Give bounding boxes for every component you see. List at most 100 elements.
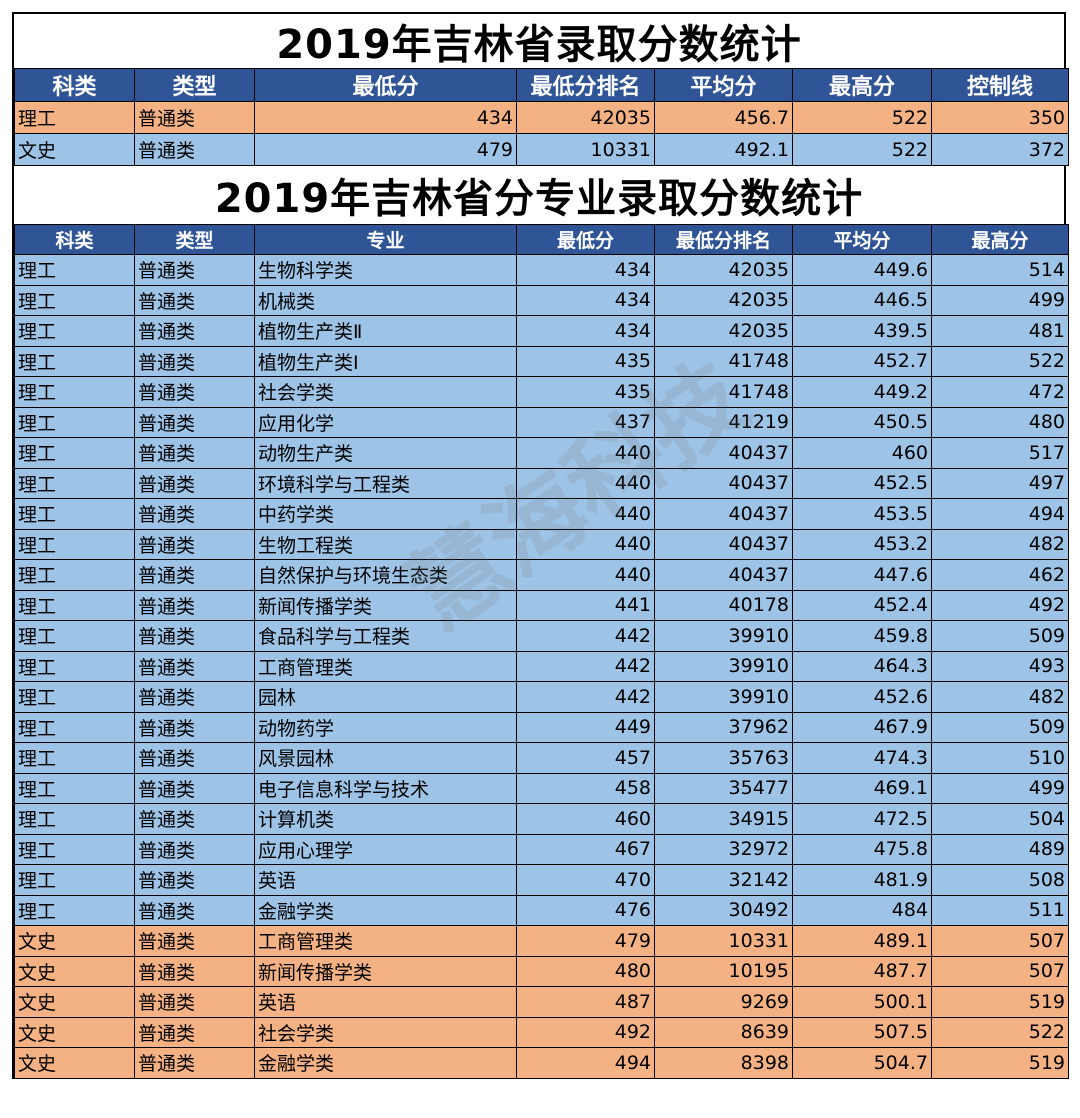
table-cell: 34915	[654, 803, 793, 835]
table-cell: 理工	[14, 284, 135, 316]
major-row: 文史 普通类 英语 487 9269 500.1 519	[14, 986, 1069, 1018]
table-cell: 514	[931, 254, 1069, 286]
table-cell: 470	[516, 864, 655, 896]
summary-header-cell: 最高分	[792, 68, 932, 102]
table-cell: 理工	[14, 528, 135, 560]
table-cell: 理工	[14, 711, 135, 743]
table-cell: 普通类	[134, 833, 255, 865]
table-cell: 507	[931, 955, 1069, 987]
table-cell: 522	[792, 101, 932, 134]
table-cell: 442	[516, 681, 655, 713]
table-cell: 435	[516, 376, 655, 408]
table-cell: 普通类	[134, 986, 255, 1018]
table-cell: 460	[516, 803, 655, 835]
table-cell: 350	[931, 101, 1069, 134]
table-cell: 理工	[14, 894, 135, 926]
table-cell: 447.6	[792, 559, 932, 591]
table-cell: 普通类	[134, 742, 255, 774]
table-cell: 42035	[654, 254, 793, 286]
table-cell: 484	[792, 894, 932, 926]
major-row: 理工 普通类 工商管理类 442 39910 464.3 493	[14, 650, 1069, 682]
table-cell: 普通类	[134, 406, 255, 438]
table-cell: 440	[516, 559, 655, 591]
table-cell: 普通类	[134, 498, 255, 530]
major-row: 理工 普通类 社会学类 435 41748 449.2 472	[14, 376, 1069, 408]
summary-header-cell: 最低分排名	[516, 68, 655, 102]
major-row: 理工 普通类 生物科学类 434 42035 449.6 514	[14, 254, 1069, 286]
table-cell: 452.5	[792, 467, 932, 499]
table-cell: 509	[931, 711, 1069, 743]
score-sheet: 2019年吉林省录取分数统计 科类 类型 最低分 最低分排名 平均分 最高分 控…	[12, 12, 1069, 1079]
major-row: 文史 普通类 新闻传播学类 480 10195 487.7 507	[14, 955, 1069, 987]
table-cell: 理工	[14, 376, 135, 408]
table-cell: 480	[516, 955, 655, 987]
table-cell: 452.6	[792, 681, 932, 713]
table-cell: 437	[516, 406, 655, 438]
major-row: 理工 普通类 风景园林 457 35763 474.3 510	[14, 742, 1069, 774]
table-cell: 475.8	[792, 833, 932, 865]
table-cell: 40437	[654, 528, 793, 560]
table-cell: 动物药学	[254, 711, 517, 743]
table-cell: 32142	[654, 864, 793, 896]
table-cell: 434	[516, 254, 655, 286]
table-cell: 492	[931, 589, 1069, 621]
table-cell: 普通类	[134, 437, 255, 469]
table-cell: 462	[931, 559, 1069, 591]
table-cell: 456.7	[654, 101, 793, 134]
table-cell: 453.2	[792, 528, 932, 560]
table-cell: 42035	[654, 284, 793, 316]
table-cell: 文史	[14, 133, 135, 166]
major-row: 文史 普通类 工商管理类 479 10331 489.1 507	[14, 925, 1069, 957]
table-cell: 497	[931, 467, 1069, 499]
table-cell: 文史	[14, 1016, 135, 1048]
table-cell: 511	[931, 894, 1069, 926]
table-cell: 435	[516, 345, 655, 377]
major-row: 理工 普通类 生物工程类 440 40437 453.2 482	[14, 528, 1069, 560]
summary-header-cell: 科类	[14, 68, 135, 102]
table-cell: 434	[516, 284, 655, 316]
summary-row: 理工 普通类 434 42035 456.7 522 350	[14, 101, 1069, 134]
table-cell: 446.5	[792, 284, 932, 316]
table-cell: 新闻传播学类	[254, 589, 517, 621]
table-cell: 499	[931, 284, 1069, 316]
table-cell: 植物生产类Ⅰ	[254, 345, 517, 377]
table-cell: 39910	[654, 650, 793, 682]
table-cell: 489	[931, 833, 1069, 865]
table-cell: 食品科学与工程类	[254, 620, 517, 652]
major-row: 理工 普通类 食品科学与工程类 442 39910 459.8 509	[14, 620, 1069, 652]
table-cell: 工商管理类	[254, 925, 517, 957]
table-cell: 453.5	[792, 498, 932, 530]
table-cell: 普通类	[134, 772, 255, 804]
table-cell: 508	[931, 864, 1069, 896]
majors-header-cell: 最低分排名	[654, 224, 793, 255]
table-cell: 37962	[654, 711, 793, 743]
table-cell: 492	[516, 1016, 655, 1048]
table-cell: 理工	[14, 406, 135, 438]
table-cell: 普通类	[134, 894, 255, 926]
table-cell: 普通类	[134, 589, 255, 621]
table-cell: 8398	[654, 1047, 793, 1079]
table-cell: 507.5	[792, 1016, 932, 1048]
table-cell: 440	[516, 467, 655, 499]
table-cell: 10331	[516, 133, 655, 166]
table-cell: 普通类	[134, 345, 255, 377]
table-cell: 理工	[14, 498, 135, 530]
summary-header-cell: 控制线	[931, 68, 1069, 102]
table-cell: 509	[931, 620, 1069, 652]
major-row: 理工 普通类 机械类 434 42035 446.5 499	[14, 284, 1069, 316]
table-cell: 理工	[14, 681, 135, 713]
table-cell: 理工	[14, 864, 135, 896]
majors-header-cell: 科类	[14, 224, 135, 255]
table-cell: 风景园林	[254, 742, 517, 774]
majors-header-cell: 类型	[134, 224, 255, 255]
table-cell: 482	[931, 528, 1069, 560]
majors-header-row: 科类 类型 专业 最低分 最低分排名 平均分 最高分	[14, 224, 1069, 255]
table-cell: 480	[931, 406, 1069, 438]
major-row: 理工 普通类 应用心理学 467 32972 475.8 489	[14, 833, 1069, 865]
major-row: 理工 普通类 自然保护与环境生态类 440 40437 447.6 462	[14, 559, 1069, 591]
summary-header-row: 科类 类型 最低分 最低分排名 平均分 最高分 控制线	[14, 68, 1069, 102]
major-row: 理工 普通类 新闻传播学类 441 40178 452.4 492	[14, 589, 1069, 621]
major-row: 理工 普通类 植物生产类Ⅱ 434 42035 439.5 481	[14, 315, 1069, 347]
table-cell: 467.9	[792, 711, 932, 743]
table-cell: 理工	[14, 101, 135, 134]
